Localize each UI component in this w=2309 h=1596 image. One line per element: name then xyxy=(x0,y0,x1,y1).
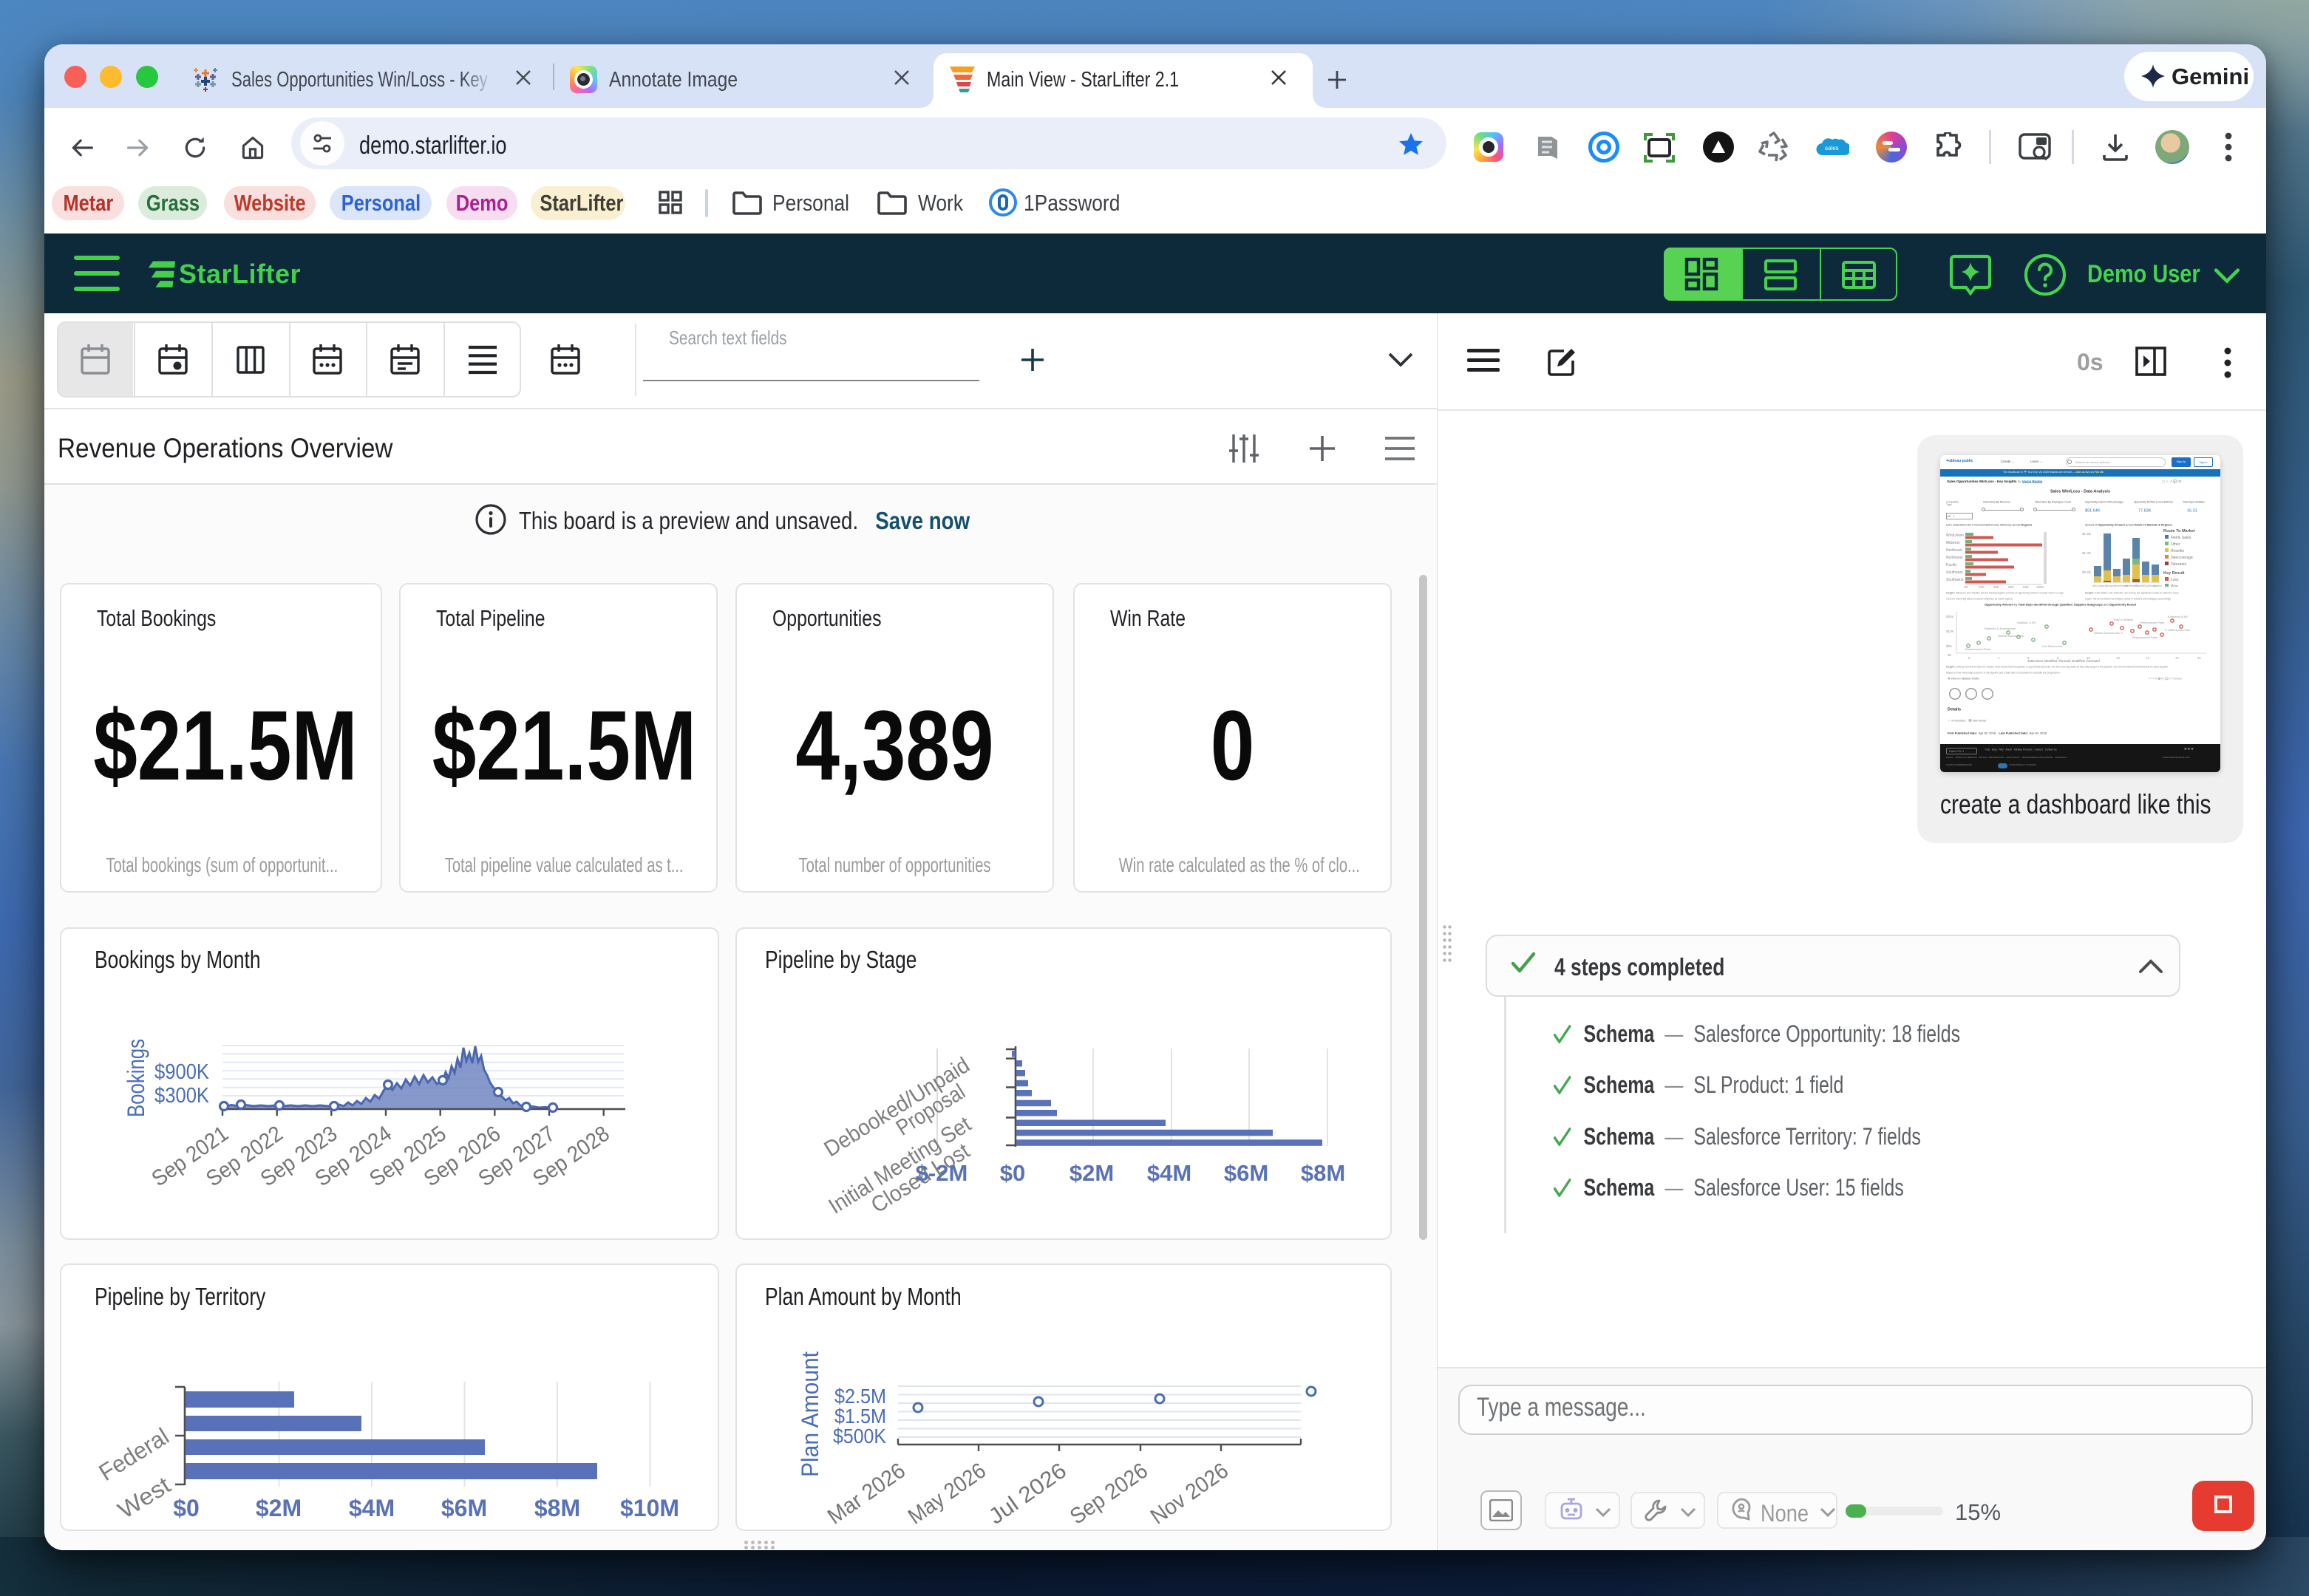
svg-text:$1.5M: $1.5M xyxy=(834,1405,886,1428)
svg-text:Mar 2026: Mar 2026 xyxy=(823,1459,910,1530)
svg-text:Sep 2026: Sep 2026 xyxy=(1066,1459,1152,1530)
svg-text:Loss: Loss xyxy=(2171,578,2179,582)
svg-text:Performance Parts: Performance Parts xyxy=(2140,621,2164,624)
svg-text:Midwest: Midwest xyxy=(1946,541,1960,545)
svg-text:Total Days Identified Through: Total Days Identified Through Qualified … xyxy=(2027,659,2101,662)
svg-text:Interior Accessories ⊙: Interior Accessories ⊙ xyxy=(2094,631,2123,635)
svg-text:Fields Sales: Fields Sales xyxy=(2171,536,2191,540)
svg-text:Batteries & Accessories: Batteries & Accessories xyxy=(1985,627,2016,630)
svg-text:Emblems & BV: Emblems & BV xyxy=(2168,615,2188,618)
svg-text:$8M: $8M xyxy=(534,1495,580,1521)
svg-text:$4M: $4M xyxy=(1147,1160,1191,1186)
svg-text:100K: 100K xyxy=(2036,585,2044,589)
svg-text:$10M: $10M xyxy=(620,1495,679,1521)
svg-text:Bookings: Bookings xyxy=(123,1039,149,1117)
svg-text:8: 8 xyxy=(2027,656,2030,660)
svg-text:Won: Won xyxy=(2171,584,2178,587)
svg-text:May 2026: May 2026 xyxy=(904,1459,990,1530)
svg-text:17: 17 xyxy=(2175,656,2180,660)
svg-text:$300K: $300K xyxy=(154,1084,210,1108)
svg-text:Southeast: Southeast xyxy=(2143,584,2157,587)
svg-text:West: West xyxy=(113,1471,175,1524)
svg-text:Interior Accessories: Interior Accessories xyxy=(1998,634,2024,638)
svg-text:Southeast: Southeast xyxy=(1946,570,1963,575)
svg-text:9: 9 xyxy=(2057,656,2059,660)
svg-text:60K: 60K xyxy=(2008,585,2014,589)
svg-text:⊙ Motorcycle Parts: ⊙ Motorcycle Parts xyxy=(2165,628,2190,632)
svg-text:Key Result: Key Result xyxy=(2163,571,2185,576)
svg-text:Northwest: Northwest xyxy=(2125,584,2139,587)
svg-text:20K: 20K xyxy=(1979,585,1985,589)
svg-text:Midwest: Midwest xyxy=(2105,584,2117,587)
svg-text:0K: 0K xyxy=(1964,585,1968,589)
svg-text:Jul 2026: Jul 2026 xyxy=(985,1459,1071,1530)
svg-text:7: 7 xyxy=(1998,656,2000,660)
svg-text:$0: $0 xyxy=(1000,1160,1025,1186)
svg-text:Northeast: Northeast xyxy=(1946,548,1962,553)
svg-text:$4M: $4M xyxy=(349,1495,395,1521)
svg-text:Southwest: Southwest xyxy=(2153,584,2162,587)
svg-text:Northwest: Northwest xyxy=(1946,556,1963,560)
svg-text:$900K: $900K xyxy=(154,1060,210,1084)
svg-text:$2.5M: $2.5M xyxy=(834,1385,886,1408)
svg-text:21: 21 xyxy=(2197,656,2202,660)
svg-text:Route To Market: Route To Market xyxy=(2163,529,2195,533)
svg-text:Unallact. & BV: Unallact. & BV xyxy=(2017,621,2036,624)
svg-text:Telesales: Telesales xyxy=(2171,562,2186,567)
svg-text:They & Wheels: They & Wheels xyxy=(2113,618,2133,621)
svg-text:$0.5B: $0.5B xyxy=(2082,570,2091,574)
svg-text:Pacific: Pacific xyxy=(1946,563,1957,567)
svg-text:80K: 80K xyxy=(2023,585,2029,589)
svg-text:Replacement Parts: Replacement Parts xyxy=(1965,647,1990,651)
svg-text:sales: sales xyxy=(1825,145,1839,151)
svg-text:Southwest: Southwest xyxy=(1946,578,1964,582)
svg-text:$2M: $2M xyxy=(256,1495,302,1521)
svg-text:6: 6 xyxy=(1968,656,1970,660)
svg-text:$20K: $20K xyxy=(1946,615,1954,618)
svg-text:14: 14 xyxy=(2146,656,2150,660)
svg-text:Other: Other xyxy=(2171,542,2180,547)
svg-text:$10K: $10K xyxy=(1946,630,1954,633)
svg-text:$1.0B: $1.0B xyxy=(2082,551,2091,555)
svg-text:$0: $0 xyxy=(173,1495,200,1521)
svg-text:Plan Amount: Plan Amount xyxy=(797,1351,823,1477)
svg-text:Replacement Parts: Replacement Parts xyxy=(2132,635,2157,639)
svg-text:Win/Unwin: Win/Unwin xyxy=(1946,533,1964,538)
svg-text:Northeast: Northeast xyxy=(2115,584,2129,587)
svg-text:$2M: $2M xyxy=(1070,1160,1114,1186)
svg-text:$0: $0 xyxy=(1948,653,1952,657)
svg-text:$5K: $5K xyxy=(1946,644,1952,648)
svg-text:Reseller: Reseller xyxy=(2171,549,2185,553)
svg-text:Nov 2026: Nov 2026 xyxy=(1146,1459,1233,1530)
svg-text:$1.5B: $1.5B xyxy=(2082,532,2091,536)
svg-text:$8M: $8M xyxy=(1301,1160,1345,1186)
svg-text:Telecoverage: Telecoverage xyxy=(2171,556,2193,560)
svg-text:$6M: $6M xyxy=(441,1495,487,1521)
svg-text:$500K: $500K xyxy=(833,1425,886,1447)
svg-text:Car Electronics: Car Electronics xyxy=(2042,644,2062,648)
svg-text:$6M: $6M xyxy=(1224,1160,1268,1186)
svg-text:10: 10 xyxy=(2087,656,2091,660)
svg-text:Pacific: Pacific xyxy=(2135,584,2144,587)
svg-text:12: 12 xyxy=(2116,656,2121,660)
svg-text:$-2M: $-2M xyxy=(916,1160,968,1186)
svg-text:Mid Atlan…: Mid Atlan… xyxy=(2092,584,2107,587)
svg-text:40K: 40K xyxy=(1993,585,1999,589)
